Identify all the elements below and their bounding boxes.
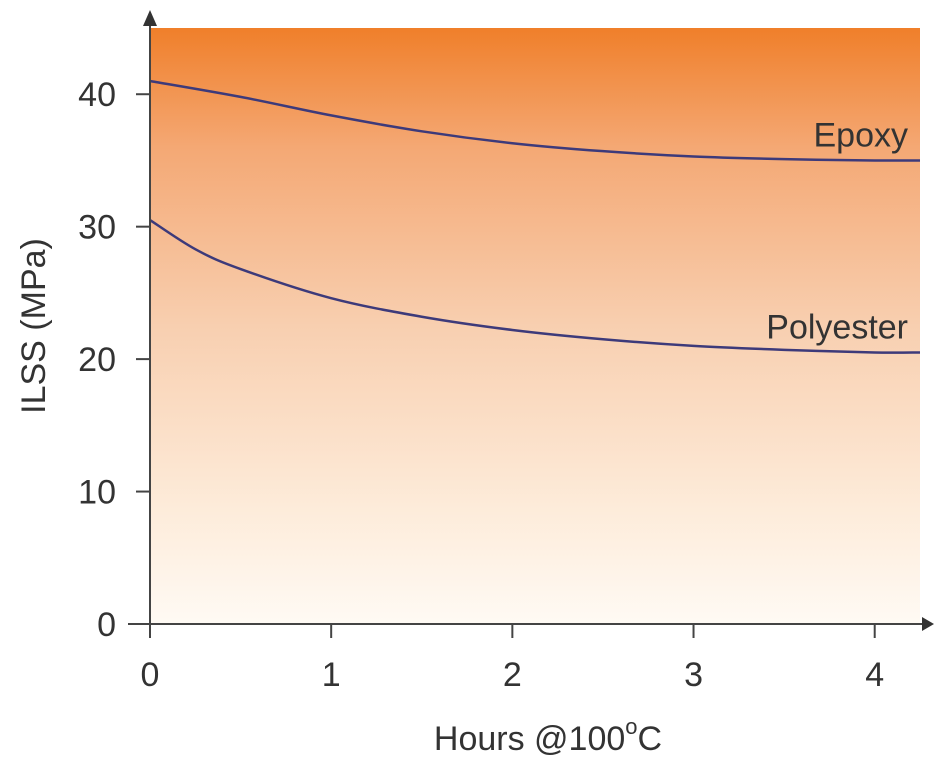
- y-axis-arrow: [143, 10, 157, 26]
- x-axis-arrow: [922, 617, 934, 631]
- x-tick-label: 1: [322, 656, 341, 694]
- plot-background: [150, 28, 920, 624]
- y-tick-label: 30: [78, 209, 116, 247]
- x-tick-label: 2: [503, 656, 522, 694]
- series-label-polyester: Polyester: [766, 308, 908, 346]
- y-axis-label: ILSS (MPa): [15, 238, 53, 414]
- series-lines: [149, 79, 921, 354]
- y-tick-label: 40: [78, 76, 116, 114]
- series-labels: Epoxy Polyester: [766, 116, 908, 346]
- series-line-epoxy: [149, 79, 921, 162]
- x-tick-label: 3: [684, 656, 703, 694]
- x-tick-label: 4: [865, 656, 884, 694]
- y-tick-label: 20: [78, 341, 116, 379]
- y-tick-label: 0: [97, 606, 116, 644]
- x-axis-ticks: 0 1 2 3 4: [141, 624, 884, 694]
- series-line-polyester: [149, 218, 921, 354]
- x-axis-label: Hours @100oC: [434, 714, 662, 758]
- series-label-epoxy: Epoxy: [814, 116, 909, 154]
- x-tick-label: 0: [141, 656, 160, 694]
- y-tick-label: 10: [78, 474, 116, 512]
- y-axis-ticks: 0 10 20 30 40: [78, 76, 150, 644]
